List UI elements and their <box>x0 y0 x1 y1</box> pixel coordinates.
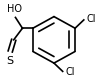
Text: S: S <box>7 56 14 66</box>
Text: Cl: Cl <box>65 67 75 77</box>
Text: Cl: Cl <box>86 14 96 24</box>
Text: HO: HO <box>7 4 22 14</box>
